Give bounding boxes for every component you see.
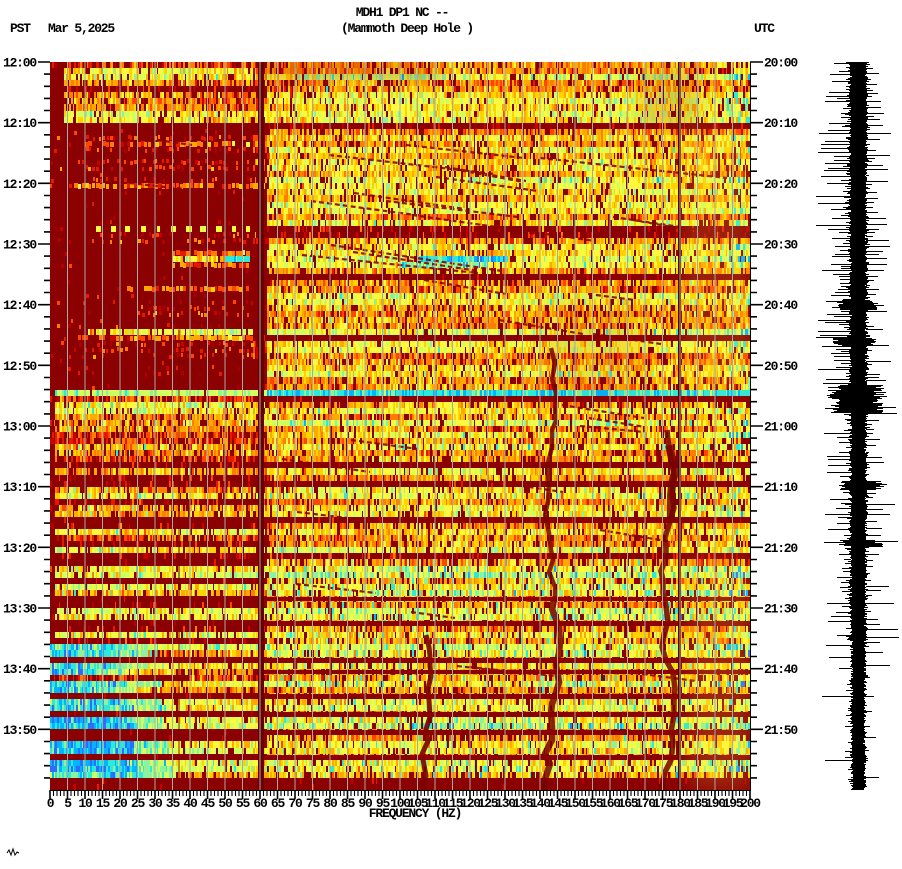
svg-text:55: 55 xyxy=(236,796,251,811)
svg-text:21:50: 21:50 xyxy=(764,723,798,738)
svg-text:30: 30 xyxy=(148,796,163,811)
svg-text:50: 50 xyxy=(218,796,233,811)
svg-text:20: 20 xyxy=(113,796,128,811)
svg-text:130: 130 xyxy=(495,796,516,811)
svg-text:13:10: 13:10 xyxy=(3,480,37,495)
svg-text:90: 90 xyxy=(358,796,373,811)
svg-text:150: 150 xyxy=(565,796,586,811)
svg-text:80: 80 xyxy=(323,796,338,811)
svg-text:160: 160 xyxy=(600,796,621,811)
svg-text:10: 10 xyxy=(78,796,93,811)
svg-text:165: 165 xyxy=(618,796,639,811)
svg-text:21:40: 21:40 xyxy=(764,662,798,677)
svg-text:13:40: 13:40 xyxy=(3,662,37,677)
svg-text:13:50: 13:50 xyxy=(3,723,37,738)
svg-text:95: 95 xyxy=(376,796,391,811)
svg-text:120: 120 xyxy=(460,796,481,811)
svg-text:185: 185 xyxy=(688,796,709,811)
svg-text:190: 190 xyxy=(705,796,726,811)
svg-text:Mar 5,2025: Mar 5,2025 xyxy=(48,21,115,36)
svg-text:(Mammoth Deep Hole ): (Mammoth Deep Hole ) xyxy=(341,21,473,36)
svg-text:105: 105 xyxy=(408,796,429,811)
svg-text:21:30: 21:30 xyxy=(764,602,798,617)
svg-text:155: 155 xyxy=(583,796,604,811)
svg-text:21:00: 21:00 xyxy=(764,420,798,435)
svg-text:70: 70 xyxy=(288,796,303,811)
svg-text:13:00: 13:00 xyxy=(3,420,37,435)
svg-text:0: 0 xyxy=(47,796,55,811)
svg-text:12:30: 12:30 xyxy=(3,238,37,253)
svg-text:PST: PST xyxy=(10,21,31,36)
svg-text:UTC: UTC xyxy=(754,21,775,36)
svg-text:145: 145 xyxy=(548,796,569,811)
svg-text:40: 40 xyxy=(183,796,198,811)
svg-text:135: 135 xyxy=(513,796,534,811)
svg-text:20:00: 20:00 xyxy=(764,56,798,71)
svg-text:20:30: 20:30 xyxy=(764,238,798,253)
svg-text:110: 110 xyxy=(425,796,446,811)
svg-text:20:40: 20:40 xyxy=(764,298,798,313)
svg-text:170: 170 xyxy=(635,796,656,811)
svg-text:15: 15 xyxy=(96,796,111,811)
svg-text:65: 65 xyxy=(271,796,286,811)
svg-text:FREQUENCY (HZ): FREQUENCY (HZ) xyxy=(369,806,461,821)
svg-text:195: 195 xyxy=(723,796,744,811)
svg-text:20:50: 20:50 xyxy=(764,359,798,374)
svg-text:75: 75 xyxy=(306,796,321,811)
svg-text:100: 100 xyxy=(390,796,411,811)
svg-text:35: 35 xyxy=(166,796,181,811)
svg-text:12:10: 12:10 xyxy=(3,116,37,131)
svg-text:12:00: 12:00 xyxy=(3,56,37,71)
svg-text:85: 85 xyxy=(341,796,356,811)
svg-text:125: 125 xyxy=(478,796,499,811)
svg-text:20:20: 20:20 xyxy=(764,177,798,192)
svg-text:60: 60 xyxy=(253,796,268,811)
svg-text:45: 45 xyxy=(201,796,216,811)
svg-text:13:30: 13:30 xyxy=(3,602,37,617)
svg-text:12:20: 12:20 xyxy=(3,177,37,192)
svg-text:140: 140 xyxy=(530,796,551,811)
svg-text:13:20: 13:20 xyxy=(3,541,37,556)
svg-text:180: 180 xyxy=(670,796,691,811)
svg-text:12:40: 12:40 xyxy=(3,298,37,313)
svg-text:200: 200 xyxy=(740,796,761,811)
svg-text:175: 175 xyxy=(653,796,674,811)
svg-text:25: 25 xyxy=(131,796,146,811)
svg-text:MDH1 DP1 NC --: MDH1 DP1 NC -- xyxy=(356,5,448,20)
svg-text:5: 5 xyxy=(64,796,72,811)
svg-text:21:10: 21:10 xyxy=(764,480,798,495)
svg-text:21:20: 21:20 xyxy=(764,541,798,556)
svg-text:20:10: 20:10 xyxy=(764,116,798,131)
svg-text:12:50: 12:50 xyxy=(3,359,37,374)
svg-text:115: 115 xyxy=(443,796,464,811)
